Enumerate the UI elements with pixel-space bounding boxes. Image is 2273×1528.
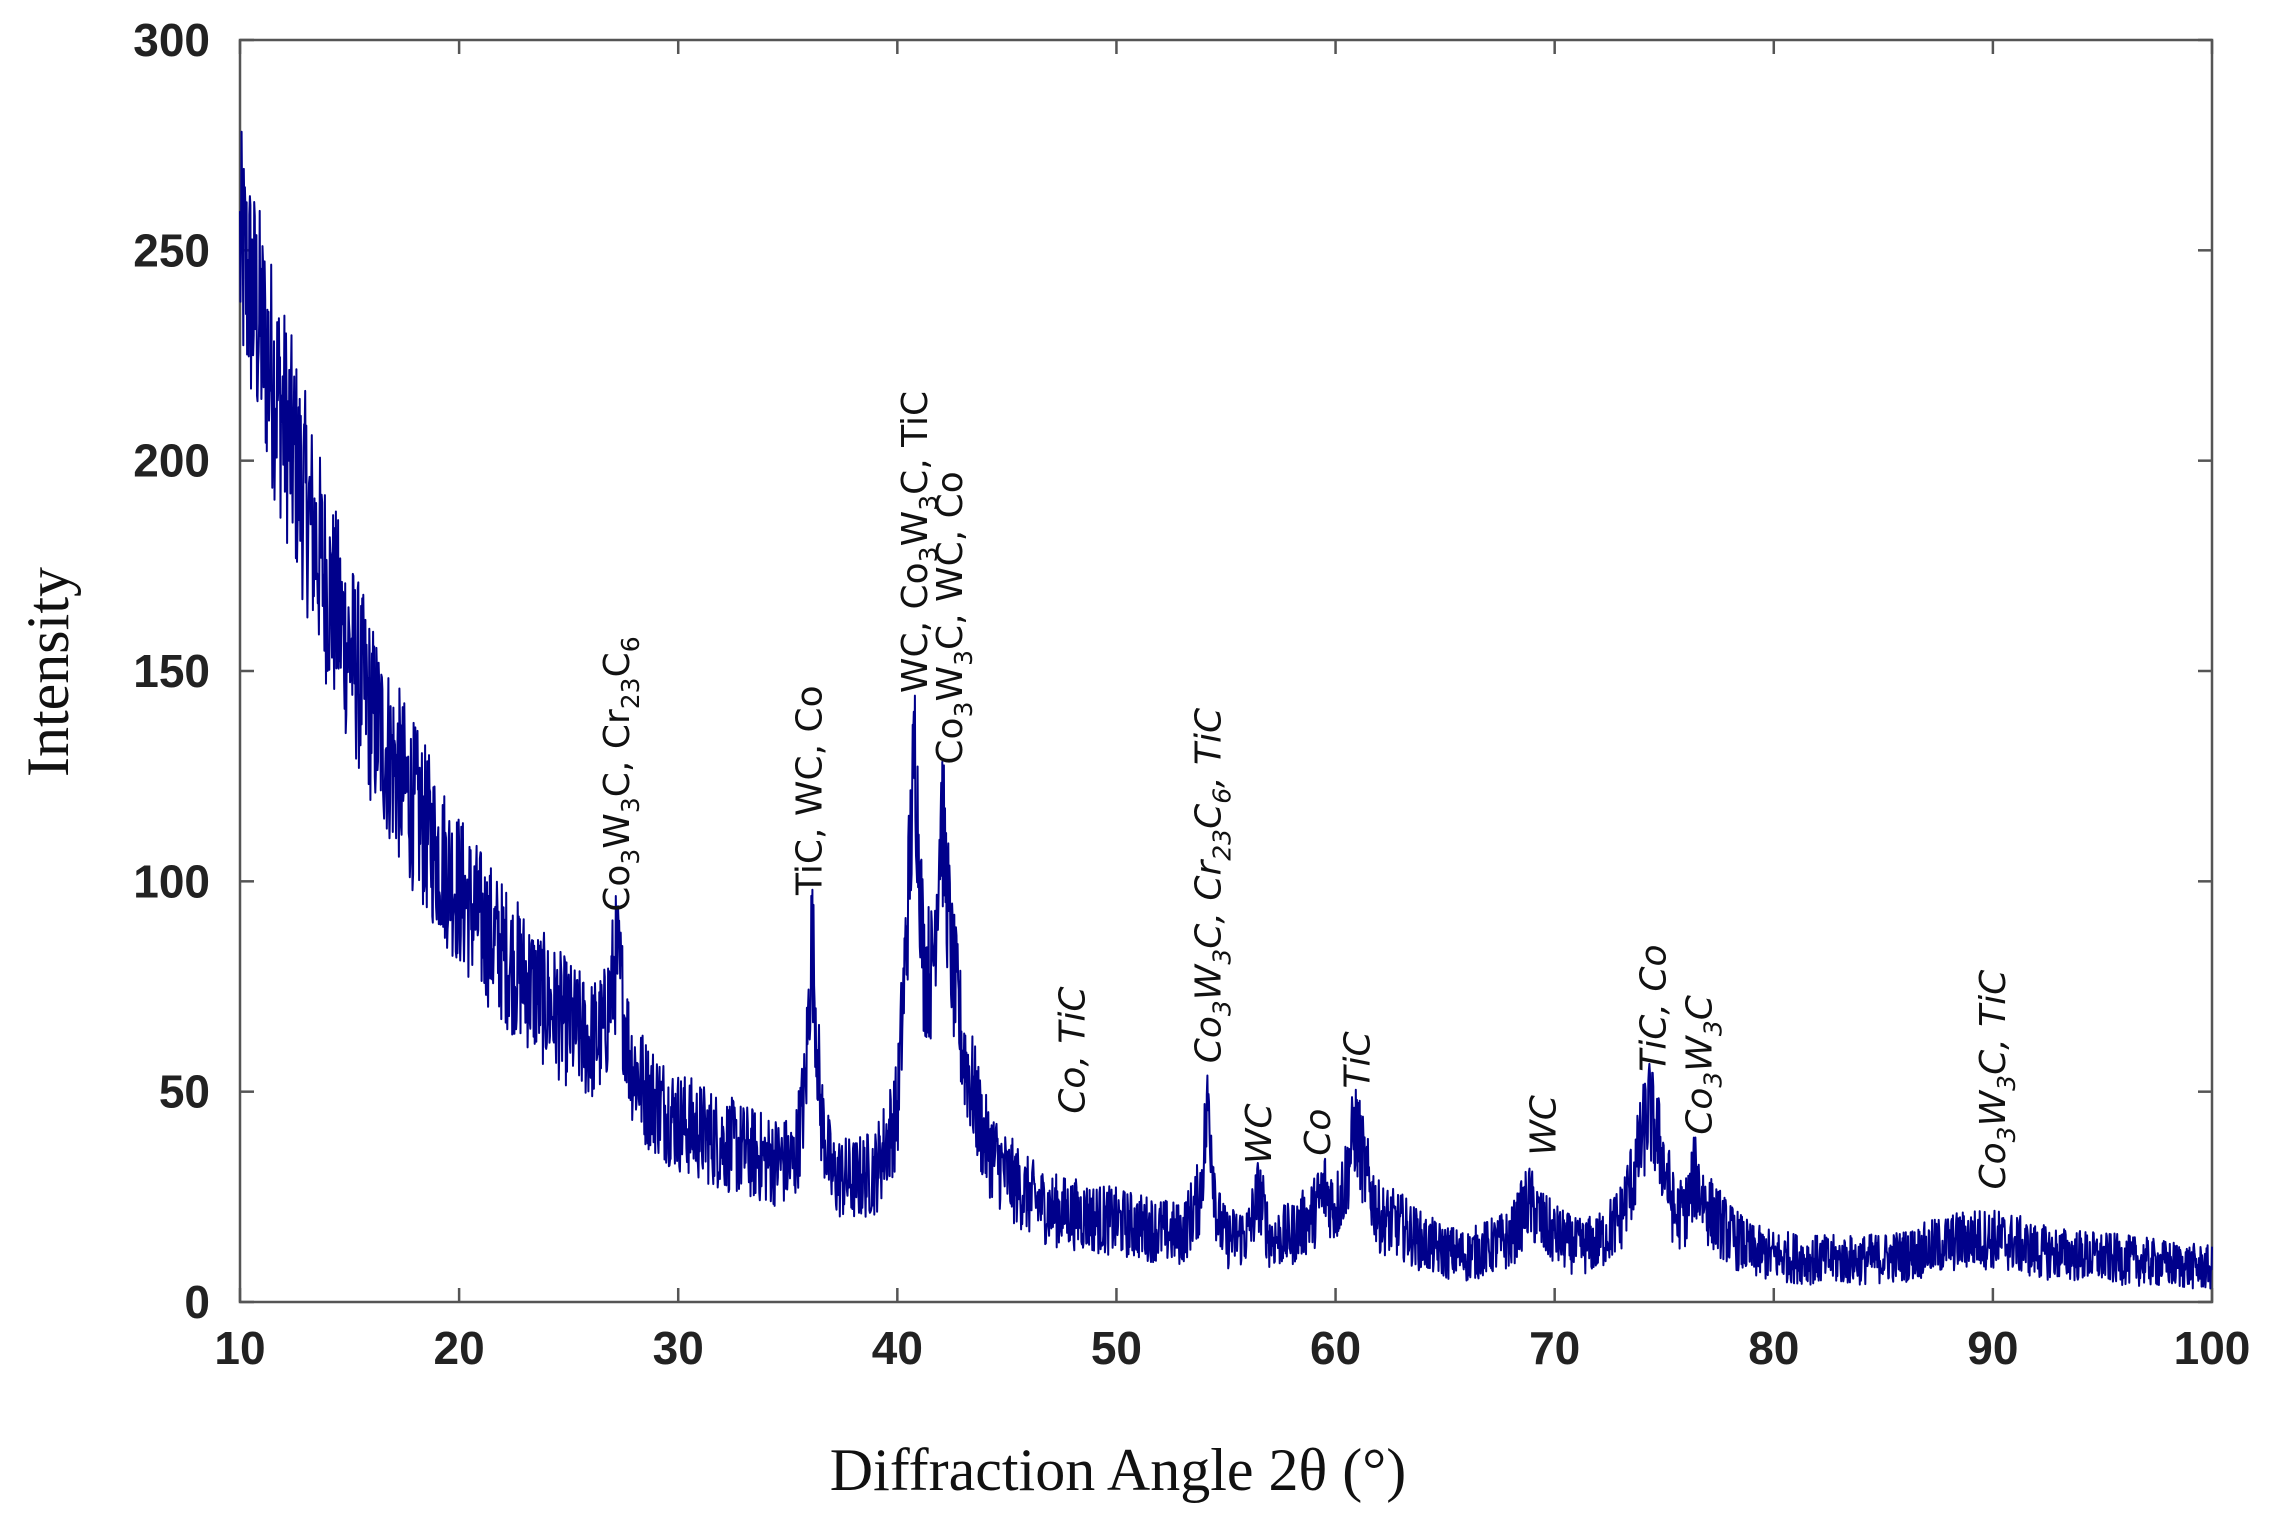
x-tick-label: 40 (872, 1322, 923, 1374)
peak-label-text: C (1189, 803, 1230, 829)
peak-label-text: C, (1973, 1027, 2014, 1075)
peak-label-text: C, Cr (597, 709, 638, 797)
peak-label-subscript: 6 (1208, 788, 1237, 804)
y-tick-label: 300 (133, 14, 210, 66)
peak-label-text: TiC, WC, Co (790, 685, 831, 896)
peak-label-text: W (1973, 1089, 2014, 1126)
y-axis-label: Intensity (15, 567, 81, 777)
peak-label-text: Co (930, 717, 971, 764)
peak-label: TiC (1338, 1031, 1379, 1089)
peak-label-subscript: 3 (1698, 1072, 1727, 1088)
y-tick-label: 200 (133, 435, 210, 487)
tick-marks (238, 38, 2214, 1304)
peak-label-text: W (1189, 963, 1230, 1000)
peak-label-text: Co (1973, 1142, 2014, 1189)
peak-label-text: Co, TiC (1053, 986, 1094, 1114)
peak-label-subscript: 3 (949, 702, 978, 718)
peak-label: Co3W3C (1679, 994, 1727, 1135)
x-tick-label: 10 (214, 1322, 265, 1374)
y-tick-label: 250 (133, 224, 210, 276)
peak-label-text: Co (1189, 1016, 1230, 1063)
peak-label-text: C, TiC (895, 391, 936, 495)
xrd-series-line (239, 130, 2213, 1290)
y-tick-label: 100 (133, 855, 210, 907)
peak-label: WC (1524, 1094, 1565, 1156)
y-tick-label: 50 (159, 1066, 210, 1118)
peak-label-subscript: 3 (616, 849, 645, 865)
peak-label-text: TiC, Co (1633, 945, 1674, 1072)
x-axis-label: Diffraction Angle 2θ (°) (830, 1437, 1406, 1503)
peak-label: Co3W3C, WC, Co (930, 471, 978, 764)
x-tick-label: 20 (434, 1322, 485, 1374)
y-tick-label: 0 (184, 1276, 210, 1328)
peak-label-text: Co (597, 865, 638, 912)
x-tick-label: 50 (1091, 1322, 1142, 1374)
peak-label: Co3W3C, Cr23C6, TiC (1189, 707, 1237, 1063)
peak-label-subscript: 3 (914, 495, 943, 511)
peak-label-text: TiC (1338, 1031, 1379, 1089)
series-layer (239, 130, 2213, 1290)
peak-label-text: WC, Co (895, 562, 936, 693)
x-axis-ticks: 10 20 30 40 50 60 70 80 90 100 (214, 1322, 2250, 1374)
peak-label: Co, TiC (1053, 986, 1094, 1114)
peak-label-text: Co (1298, 1109, 1339, 1156)
peak-label-text: W (895, 511, 936, 547)
peak-label: Co3W3C, Cr23C6 (597, 636, 645, 911)
peak-label-text: W (1679, 1035, 1720, 1072)
peak-label-subscript: 3 (1208, 949, 1237, 965)
peak-label-subscript: 6 (616, 636, 645, 652)
peak-label: Co3W3C, TiC (1973, 969, 2021, 1190)
peak-label: WC, Co3W3C, TiC (895, 391, 943, 693)
x-tick-label: 80 (1748, 1322, 1799, 1374)
peak-label-subscript: 3 (1208, 1000, 1237, 1016)
peak-label-subscript: 3 (1992, 1126, 2021, 1142)
peak-label: TiC, Co (1633, 945, 1674, 1072)
x-tick-label: 100 (2174, 1322, 2251, 1374)
y-axis-ticks: 0 50 100 150 200 250 300 (133, 14, 210, 1328)
peak-label-text: , TiC (1189, 707, 1230, 788)
peak-label: TiC, WC, Co (790, 685, 831, 896)
plot-frame (238, 38, 2214, 1304)
peak-label-subscript: 3 (1992, 1075, 2021, 1091)
peak-label: Co (1298, 1109, 1339, 1156)
peak-label-subscript: 3 (914, 546, 943, 562)
peak-label-text: C (597, 652, 638, 677)
peak-label-text: WC (1239, 1103, 1280, 1165)
peak-label-subscript: 23 (1208, 829, 1237, 861)
peak-label-text: WC (1524, 1094, 1565, 1156)
y-tick-label: 150 (133, 645, 210, 697)
peak-label-subscript: 3 (949, 650, 978, 666)
peak-label: WC (1239, 1103, 1280, 1165)
x-tick-label: 70 (1529, 1322, 1580, 1374)
x-tick-label: 90 (1967, 1322, 2018, 1374)
peak-label-text: W (930, 666, 971, 702)
peak-label-text: C, Cr (1189, 859, 1230, 949)
peak-label-text: C, WC, Co (930, 471, 971, 650)
peak-label-subscript: 23 (616, 677, 645, 709)
peak-label-text: TiC (1973, 969, 2014, 1027)
x-tick-label: 60 (1310, 1322, 1361, 1374)
peak-label-subscript: 3 (1698, 1020, 1727, 1036)
x-tick-label: 30 (653, 1322, 704, 1374)
peak-label-subscript: 3 (616, 797, 645, 813)
peak-label-text: W (597, 813, 638, 849)
peak-label-text: C (1679, 994, 1720, 1020)
peak-label-text: Co (1679, 1088, 1720, 1135)
